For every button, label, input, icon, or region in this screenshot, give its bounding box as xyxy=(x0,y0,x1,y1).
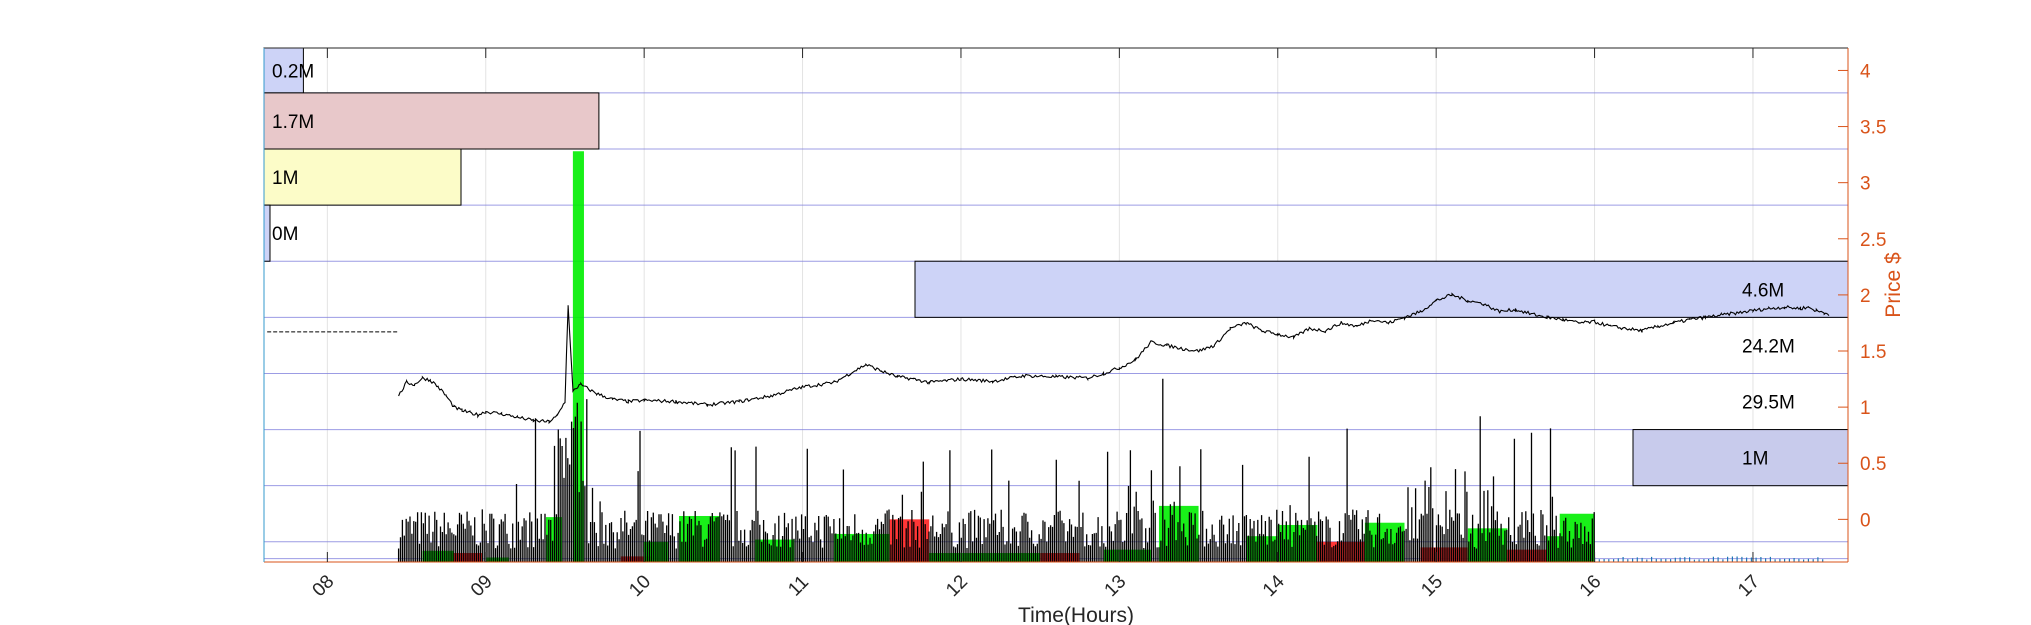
y-tick-label: 3 xyxy=(1860,174,1871,195)
profile-left-label: 0.2M xyxy=(272,61,314,82)
after-hours-volume xyxy=(1594,556,1824,562)
volume-spike-lines xyxy=(397,378,1595,562)
x-tick-label: 14 xyxy=(1259,571,1289,601)
profile-left-label: 0M xyxy=(272,224,298,245)
profile-right-bar xyxy=(1632,429,1849,487)
x-tick-label: 15 xyxy=(1417,571,1447,601)
volume-spikes xyxy=(397,378,1824,562)
y-tick-label: 0.5 xyxy=(1860,454,1886,475)
volume-profile-right: 4.6M 24.2M 29.5M 1M xyxy=(914,260,1849,487)
volume-profile-left: 0.2M 1.7M 1M 0M xyxy=(263,47,600,262)
profile-left-label: 1.7M xyxy=(272,112,314,133)
x-tick-label: 10 xyxy=(625,571,655,601)
up-volume-bar xyxy=(1158,505,1199,562)
profile-right-bar xyxy=(914,260,1849,318)
axes xyxy=(263,47,1849,563)
profile-right-label: 24.2M xyxy=(1742,336,1795,357)
y-tick-label: 0 xyxy=(1860,510,1871,531)
x-tick-label: 13 xyxy=(1101,571,1131,601)
x-tick-label: 09 xyxy=(467,571,497,601)
profile-right-label: 1M xyxy=(1742,449,1768,470)
profile-left-bar xyxy=(263,148,462,206)
y-tick-label: 1.5 xyxy=(1860,342,1886,363)
y-tick-label: 1 xyxy=(1860,398,1871,419)
profile-right-label: 4.6M xyxy=(1742,280,1784,301)
x-tick-label: 12 xyxy=(942,571,972,601)
profile-left-bar xyxy=(263,92,600,150)
x-tick-label: 17 xyxy=(1734,571,1764,601)
y-tick-label: 2 xyxy=(1860,286,1871,307)
y-tick-label: 3.5 xyxy=(1860,118,1886,139)
price-series xyxy=(267,292,1830,425)
x-axis-title: Time(Hours) xyxy=(1018,604,1134,625)
up-volume-bar xyxy=(572,151,584,562)
x-tick-label: 16 xyxy=(1576,571,1606,601)
x-tick-label: 08 xyxy=(309,571,339,601)
y-axis-title: Price $ xyxy=(1882,252,1905,318)
price-line xyxy=(398,292,1830,425)
profile-left-bar xyxy=(263,204,271,262)
x-tick-label: 11 xyxy=(784,572,813,601)
y-tick-label: 4 xyxy=(1860,61,1871,82)
profile-left-label: 1M xyxy=(272,168,298,189)
profile-right-label: 29.5M xyxy=(1742,393,1795,414)
y-tick-label: 2.5 xyxy=(1860,230,1886,251)
